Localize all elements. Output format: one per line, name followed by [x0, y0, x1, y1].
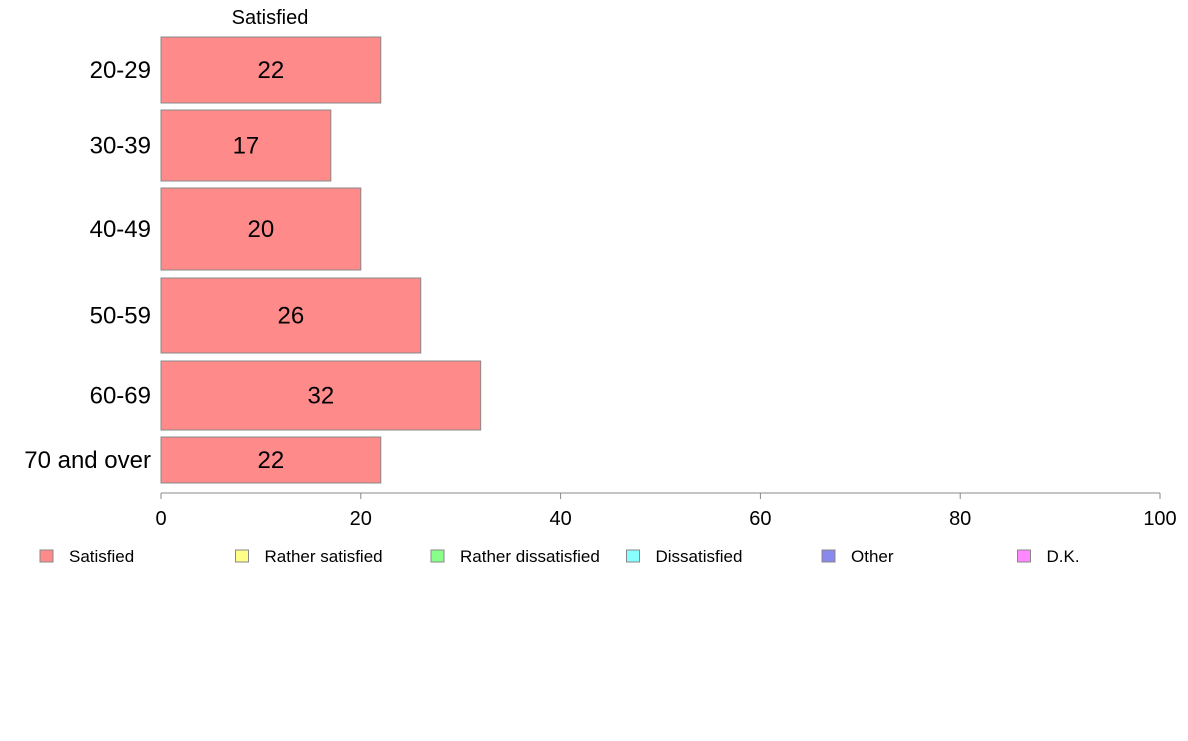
legend-label: Rather dissatisfied	[460, 547, 600, 566]
bar-segment	[160, 360, 482, 431]
x-tick-label: 0	[155, 508, 166, 530]
legend-swatch	[1017, 549, 1031, 563]
category-label: 70 and over	[24, 447, 151, 474]
legend-item: Satisfied	[39, 547, 134, 566]
category-label: 50-59	[90, 303, 151, 330]
legend-item: Rather satisfied	[235, 547, 383, 566]
bar-segment	[160, 436, 382, 484]
legend-label: Dissatisfied	[656, 547, 743, 566]
legend-item: Rather dissatisfied	[430, 547, 600, 566]
data-label: 22	[258, 57, 285, 84]
bar-segment	[160, 36, 382, 104]
legend-item: D.K.	[1017, 547, 1080, 566]
legend-swatch	[821, 549, 836, 563]
category-label: 40-49	[90, 216, 151, 243]
legend-swatch	[430, 549, 445, 563]
x-axis: 0 20 40 60 80 100	[155, 492, 1177, 530]
x-tick-label: 100	[1143, 508, 1176, 530]
legend-swatch	[39, 549, 54, 563]
bar-segment	[160, 109, 332, 182]
bar-segment	[160, 187, 362, 271]
data-label: 32	[307, 383, 334, 410]
category-label: 60-69	[90, 383, 151, 410]
x-tick-label: 40	[549, 508, 571, 530]
legend-label: Satisfied	[69, 547, 134, 566]
category-label: 20-29	[90, 57, 151, 84]
bars-layer: 22 17 20 26 32 22	[160, 36, 482, 484]
bar-segment	[160, 277, 422, 354]
legend-item: Dissatisfied	[626, 547, 743, 566]
x-tick-label: 80	[949, 508, 971, 530]
legend-item: Other	[821, 547, 894, 566]
x-tick-label: 60	[749, 508, 771, 530]
legend-label: D.K.	[1047, 547, 1080, 566]
data-label: 20	[248, 216, 275, 243]
legend-label: Other	[851, 547, 894, 566]
segment-header: Satisfied	[232, 7, 309, 29]
x-tick-label: 20	[350, 508, 372, 530]
legend-label: Rather satisfied	[265, 547, 383, 566]
legend-swatch	[235, 549, 249, 563]
data-label: 26	[278, 303, 305, 330]
category-labels: 20-29 30-39 40-49 50-59 60-69 70 and over	[24, 57, 151, 474]
data-label: 22	[258, 447, 285, 474]
category-label: 30-39	[90, 133, 151, 160]
legend: Satisfied Rather satisfied Rather dissatis…	[39, 547, 1080, 566]
legend-swatch	[626, 549, 640, 563]
data-label: 17	[233, 133, 260, 160]
